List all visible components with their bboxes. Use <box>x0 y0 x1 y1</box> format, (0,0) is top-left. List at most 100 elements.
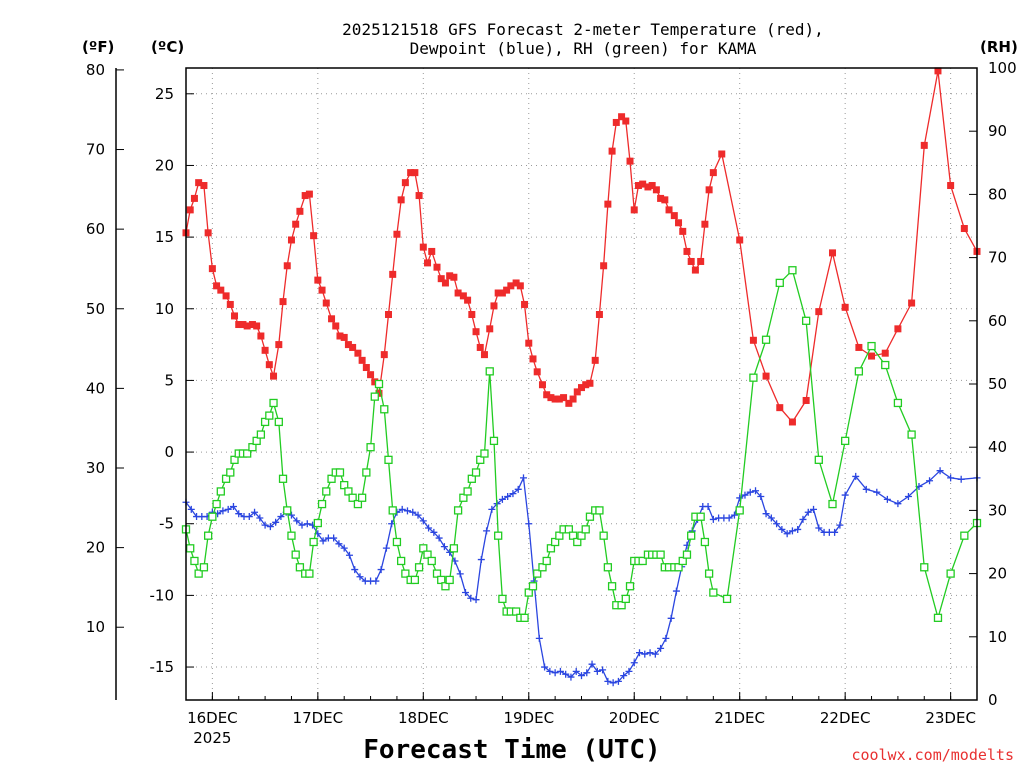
temperature-point <box>604 200 612 208</box>
rh-point <box>287 531 296 540</box>
rh-point <box>542 556 551 566</box>
temperature-point <box>595 310 603 318</box>
rh-point <box>682 550 692 559</box>
dewpoint-point <box>604 677 612 685</box>
dewpoint-point <box>298 521 306 529</box>
dewpoint-point <box>778 525 786 533</box>
y-tick-label-rh: 0 <box>988 691 998 709</box>
rh-point <box>538 563 547 572</box>
temperature-point <box>881 349 889 357</box>
y-tick-label-rh: 30 <box>988 501 1007 519</box>
temperature-point <box>213 282 221 290</box>
temperature-point <box>612 118 620 126</box>
rh-point <box>248 443 257 452</box>
temperature-point <box>384 310 392 318</box>
rh-point <box>366 443 375 452</box>
temperature-point <box>529 355 537 363</box>
temperature-point <box>468 310 476 318</box>
temperature-point <box>697 257 705 265</box>
dewpoint-point <box>630 659 638 667</box>
temperature-point <box>208 265 216 273</box>
rh-point <box>524 588 533 597</box>
temperature-point <box>270 372 278 380</box>
temperature-point <box>310 232 318 240</box>
temperature-point <box>788 418 796 426</box>
rh-point <box>828 499 837 509</box>
rh-point <box>581 525 590 534</box>
temperature-point <box>618 113 626 121</box>
rh-point <box>221 474 231 483</box>
dewpoint-point <box>430 528 438 536</box>
dewpoint-point <box>293 517 301 525</box>
dewpoint-point <box>551 669 559 677</box>
rh-point <box>577 531 586 540</box>
dewpoint-point <box>794 525 802 533</box>
dewpoint-point <box>783 530 791 538</box>
dewpoint-point <box>398 505 406 513</box>
dewpoint-point <box>351 566 359 574</box>
rh-point <box>401 569 410 578</box>
rh-point <box>190 556 199 566</box>
dewpoint-point <box>266 523 274 531</box>
dewpoint-point <box>287 511 295 519</box>
temperature-point <box>200 182 208 190</box>
dewpoint-point <box>330 534 338 542</box>
temperature-point <box>195 179 203 187</box>
temperature-point <box>675 219 683 227</box>
dewpoint-point <box>356 573 364 581</box>
dewpoint-point <box>815 524 823 532</box>
dewpoint-point <box>277 513 285 521</box>
dewpoint-point <box>377 566 385 574</box>
dewpoint-point <box>235 510 243 518</box>
rh-point <box>617 601 626 610</box>
temperature-point <box>441 279 449 287</box>
rh-point <box>283 506 292 515</box>
y-tick-label-fahrenheit: 20 <box>86 539 105 557</box>
temperature-point <box>868 352 876 360</box>
temperature-point <box>582 381 590 389</box>
rh-point <box>700 537 710 547</box>
dewpoint-point <box>588 660 596 668</box>
rh-point <box>573 537 582 547</box>
temperature-point <box>318 286 326 294</box>
temperature-point <box>687 257 695 265</box>
temperature-point <box>235 321 243 329</box>
rh-point <box>511 607 521 616</box>
rh-point <box>340 480 349 490</box>
temperature-point <box>265 361 273 369</box>
temperature-point <box>459 292 467 300</box>
temperature-point <box>257 332 265 340</box>
rh-point <box>801 316 811 325</box>
rh-point <box>555 531 564 540</box>
temperature-point <box>486 325 494 333</box>
y-tick-label-celsius: 25 <box>155 85 174 103</box>
temperature-point <box>547 394 555 402</box>
dewpoint-point <box>425 524 433 532</box>
dewpoint-point <box>498 495 506 503</box>
temperature-point <box>446 272 454 280</box>
dewpoint-point <box>862 485 870 493</box>
temperature-point <box>507 282 515 290</box>
temperature-point <box>802 396 810 404</box>
temperature-point <box>538 381 546 389</box>
rh-point <box>533 569 542 578</box>
y-tick-label-fahrenheit: 10 <box>86 618 105 636</box>
temperature-point <box>749 336 757 344</box>
dewpoint-point <box>256 514 264 522</box>
temperature-point <box>718 150 726 158</box>
temperature-point <box>476 343 484 351</box>
temperature-point <box>934 67 942 75</box>
rh-point <box>775 278 784 288</box>
temperature-point <box>454 289 462 297</box>
dewpoint-point <box>599 666 607 674</box>
temperature-point <box>705 186 713 194</box>
dewpoint-point <box>741 491 749 499</box>
rh-point <box>459 493 468 502</box>
rh-point <box>291 550 300 559</box>
y-tick-label-rh: 50 <box>988 375 1007 393</box>
temperature-point <box>419 243 427 251</box>
temperature-point <box>600 262 608 270</box>
rh-point <box>260 417 270 427</box>
temperature-point <box>362 364 370 372</box>
